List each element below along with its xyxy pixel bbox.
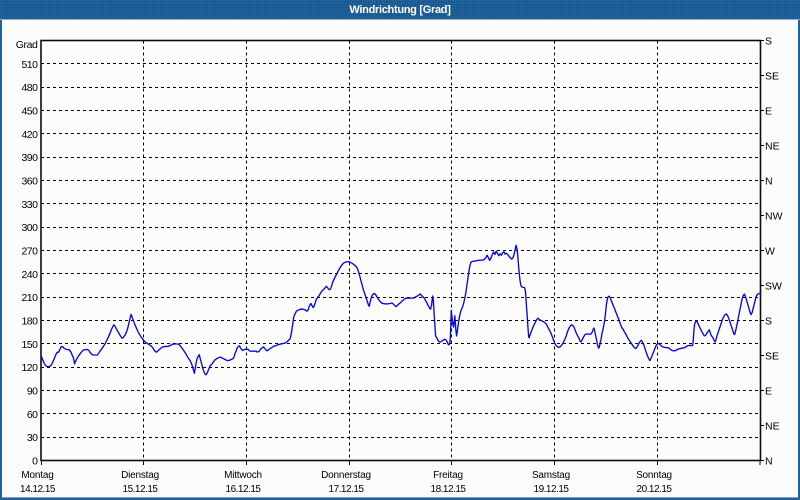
svg-text:Windrichtung [Grad]: Windrichtung [Grad] — [349, 4, 451, 16]
svg-text:420: 420 — [21, 129, 38, 141]
svg-text:15.12.15: 15.12.15 — [123, 484, 159, 495]
svg-text:450: 450 — [21, 106, 38, 118]
svg-text:Montag: Montag — [21, 470, 53, 481]
svg-text:Freitag: Freitag — [433, 470, 463, 481]
svg-text:330: 330 — [21, 199, 38, 211]
svg-text:16.12.15: 16.12.15 — [226, 484, 262, 495]
svg-text:SW: SW — [765, 281, 782, 293]
svg-text:480: 480 — [21, 82, 38, 94]
svg-text:S: S — [765, 316, 772, 328]
svg-text:S: S — [765, 36, 772, 48]
svg-text:17.12.15: 17.12.15 — [329, 484, 365, 495]
svg-text:14.12.15: 14.12.15 — [20, 484, 56, 495]
svg-text:300: 300 — [21, 222, 38, 234]
svg-text:180: 180 — [21, 316, 38, 328]
svg-text:NE: NE — [765, 421, 780, 433]
svg-text:150: 150 — [21, 339, 38, 351]
svg-text:18.12.15: 18.12.15 — [431, 484, 467, 495]
svg-text:390: 390 — [21, 152, 38, 164]
svg-text:N: N — [765, 456, 773, 468]
svg-text:Sonntag: Sonntag — [636, 470, 672, 481]
svg-text:SE: SE — [765, 71, 779, 83]
svg-text:E: E — [765, 106, 772, 118]
svg-text:30: 30 — [27, 432, 38, 444]
svg-text:Samstag: Samstag — [532, 470, 570, 481]
svg-text:120: 120 — [21, 362, 38, 374]
svg-text:N: N — [765, 176, 773, 188]
svg-text:Grad: Grad — [16, 39, 38, 51]
svg-text:SE: SE — [765, 351, 779, 363]
svg-text:270: 270 — [21, 246, 38, 258]
svg-text:NW: NW — [765, 211, 783, 223]
svg-text:W: W — [765, 246, 775, 258]
svg-text:240: 240 — [21, 269, 38, 281]
svg-text:Mittwoch: Mittwoch — [224, 470, 262, 481]
svg-text:Donnerstag: Donnerstag — [321, 470, 371, 481]
svg-text:0: 0 — [32, 456, 38, 468]
svg-text:90: 90 — [27, 386, 38, 398]
svg-text:510: 510 — [21, 59, 38, 71]
svg-text:210: 210 — [21, 292, 38, 304]
svg-text:NE: NE — [765, 141, 780, 153]
svg-text:19.12.15: 19.12.15 — [534, 484, 570, 495]
svg-text:20.12.15: 20.12.15 — [637, 484, 673, 495]
svg-text:360: 360 — [21, 176, 38, 188]
svg-text:60: 60 — [27, 409, 38, 421]
svg-text:E: E — [765, 386, 772, 398]
svg-text:Dienstag: Dienstag — [121, 470, 159, 481]
